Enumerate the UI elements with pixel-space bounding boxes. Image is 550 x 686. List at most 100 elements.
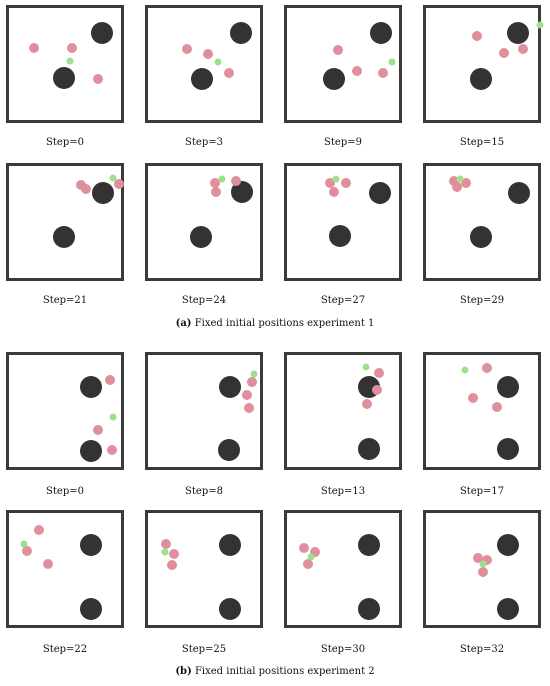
obstacle-circle	[80, 440, 102, 462]
obstacle-circle	[230, 22, 252, 44]
agent-dot	[499, 48, 509, 58]
agent-dot	[372, 385, 382, 395]
caption-b-label: (b)	[175, 666, 192, 677]
step-label: Step=9	[324, 137, 362, 148]
agent-dot	[224, 68, 234, 78]
step-label: Step=13	[320, 486, 366, 497]
panel-a-7	[423, 163, 541, 281]
agent-dot	[473, 553, 483, 563]
obstacle-circle	[497, 534, 519, 556]
target-dot	[536, 21, 544, 29]
obstacle-circle	[190, 226, 212, 248]
step-label: Step=24	[181, 295, 227, 306]
obstacle-circle	[80, 376, 102, 398]
agent-dot	[374, 368, 384, 378]
target-dot	[307, 553, 315, 561]
obstacle-circle	[191, 68, 213, 90]
step-label: Step=8	[185, 486, 223, 497]
caption-a-label: (a)	[175, 318, 192, 329]
step-label: Step=22	[42, 644, 88, 655]
agent-dot	[43, 559, 53, 569]
caption-b-text: Fixed initial positions experiment 2	[194, 666, 375, 677]
obstacle-circle	[497, 438, 519, 460]
step-label: Step=3	[185, 137, 223, 148]
agent-dot	[299, 543, 309, 553]
agent-dot	[518, 44, 528, 54]
panel-b-4	[6, 510, 124, 628]
agent-dot	[169, 549, 179, 559]
agent-dot	[242, 390, 252, 400]
agent-dot	[22, 546, 32, 556]
agent-dot	[203, 49, 213, 59]
agent-dot	[67, 43, 77, 53]
obstacle-circle	[507, 22, 529, 44]
agent-dot	[244, 403, 254, 413]
agent-dot	[310, 547, 320, 557]
obstacle-circle	[370, 22, 392, 44]
panel-b-5	[145, 510, 263, 628]
obstacle-circle	[323, 68, 345, 90]
obstacle-circle	[80, 598, 102, 620]
target-dot	[332, 175, 340, 183]
panel-b-7	[423, 510, 541, 628]
obstacle-circle	[219, 534, 241, 556]
target-dot	[456, 175, 464, 183]
agent-dot	[325, 178, 335, 188]
agent-dot	[93, 425, 103, 435]
target-dot	[388, 58, 396, 66]
agent-dot	[161, 539, 171, 549]
obstacle-circle	[92, 182, 114, 204]
obstacle-circle	[231, 181, 253, 203]
target-dot	[214, 58, 222, 66]
obstacle-circle	[358, 598, 380, 620]
panel-a-1	[145, 5, 263, 123]
agent-dot	[461, 178, 471, 188]
agent-dot	[107, 445, 117, 455]
step-label: Step=15	[459, 137, 505, 148]
step-label: Step=0	[46, 137, 84, 148]
obstacle-circle	[470, 226, 492, 248]
agent-dot	[333, 45, 343, 55]
step-label: Step=25	[181, 644, 227, 655]
target-dot	[109, 174, 117, 182]
agent-dot	[34, 525, 44, 535]
step-label: Step=32	[459, 644, 505, 655]
agent-dot	[478, 567, 488, 577]
step-label: Step=30	[320, 644, 366, 655]
panel-b-3	[423, 352, 541, 470]
obstacle-circle	[329, 225, 351, 247]
panel-a-3	[423, 5, 544, 123]
panel-a-6	[284, 163, 402, 281]
agent-dot	[452, 182, 462, 192]
agent-dot	[329, 187, 339, 197]
obstacle-circle	[358, 534, 380, 556]
panel-a-0	[6, 5, 124, 123]
agent-dot	[472, 31, 482, 41]
agent-dot	[303, 559, 313, 569]
panel-b-6	[284, 510, 402, 628]
agent-dot	[378, 68, 388, 78]
obstacle-circle	[369, 182, 391, 204]
target-dot	[479, 560, 487, 568]
target-dot	[461, 366, 469, 374]
caption-a: (a) Fixed initial positions experiment 1	[0, 318, 550, 330]
obstacle-circle	[497, 376, 519, 398]
panel-b-1	[145, 352, 263, 470]
agent-dot	[231, 176, 241, 186]
agent-dot	[182, 44, 192, 54]
obstacle-circle	[358, 438, 380, 460]
step-label: Step=21	[42, 295, 88, 306]
agent-dot	[210, 178, 220, 188]
target-dot	[109, 413, 117, 421]
agent-dot	[29, 43, 39, 53]
obstacle-circle	[218, 439, 240, 461]
agent-dot	[352, 66, 362, 76]
obstacle-circle	[80, 534, 102, 556]
agent-dot	[81, 184, 91, 194]
agent-dot	[468, 393, 478, 403]
obstacle-circle	[470, 68, 492, 90]
agent-dot	[247, 377, 257, 387]
agent-dot	[362, 399, 372, 409]
obstacle-circle	[508, 182, 530, 204]
agent-dot	[93, 74, 103, 84]
